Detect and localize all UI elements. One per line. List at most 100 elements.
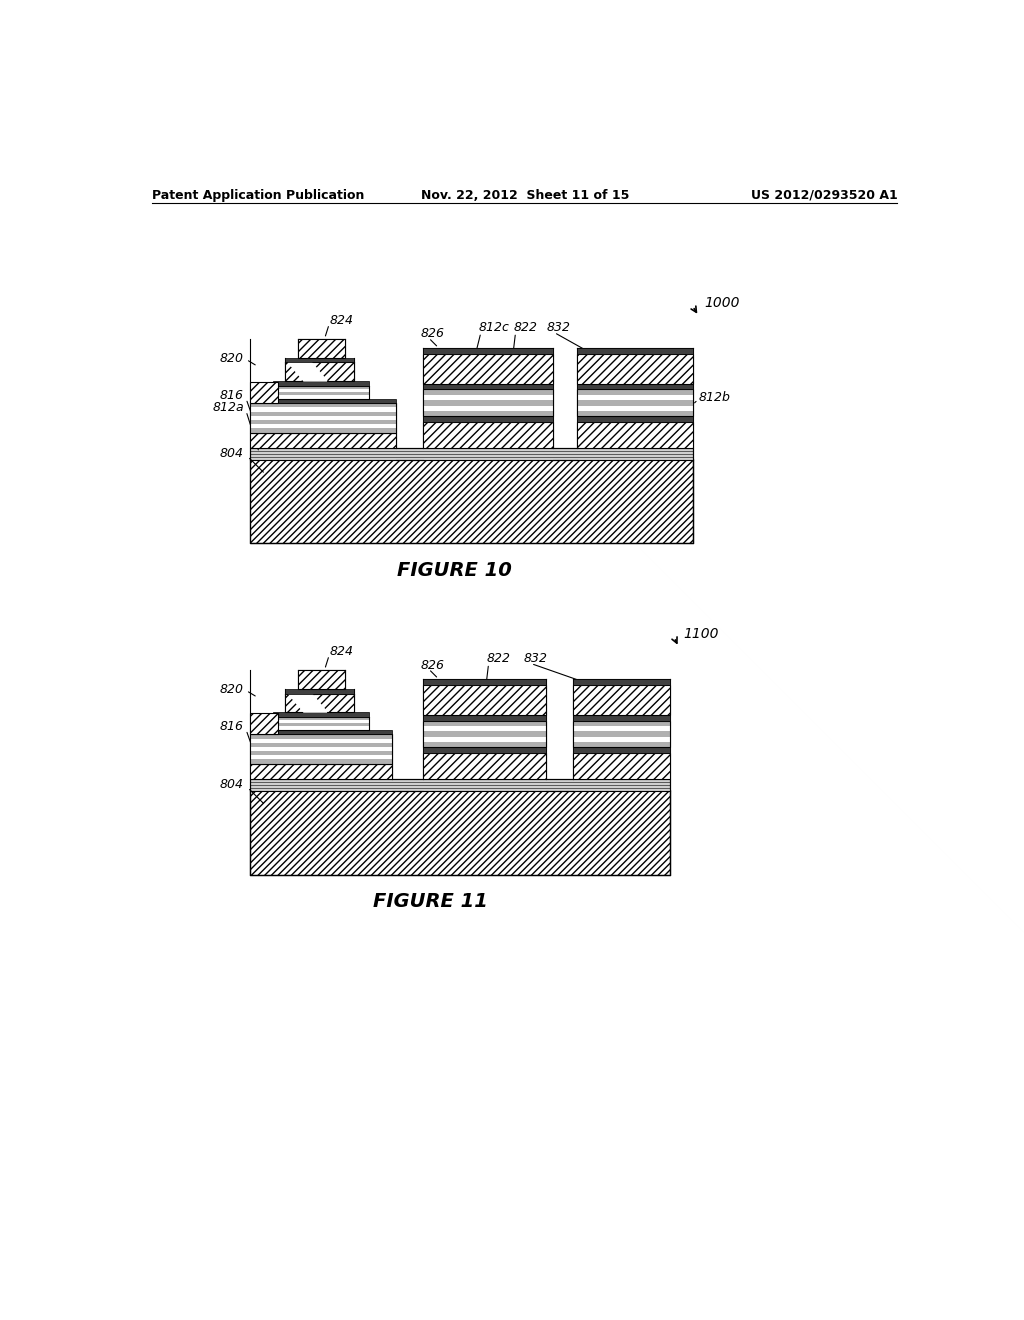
- Bar: [250, 412, 396, 416]
- Bar: [578, 411, 692, 416]
- Text: 816: 816: [220, 389, 244, 403]
- Bar: [250, 459, 692, 544]
- Bar: [573, 742, 670, 747]
- Bar: [250, 713, 279, 734]
- Bar: [273, 723, 370, 726]
- Bar: [578, 354, 692, 384]
- Polygon shape: [289, 363, 327, 381]
- Text: 826: 826: [421, 327, 444, 341]
- Bar: [285, 689, 354, 693]
- Bar: [250, 743, 392, 747]
- Bar: [423, 354, 553, 384]
- Bar: [423, 721, 547, 747]
- Bar: [250, 779, 670, 792]
- Bar: [573, 721, 670, 726]
- Bar: [250, 734, 392, 739]
- Bar: [250, 420, 396, 424]
- Bar: [578, 389, 692, 416]
- Text: 1100: 1100: [683, 627, 719, 642]
- Bar: [573, 678, 670, 685]
- Text: 804: 804: [220, 446, 244, 459]
- Bar: [250, 789, 670, 875]
- Bar: [578, 416, 692, 422]
- Bar: [573, 726, 670, 731]
- Bar: [423, 726, 547, 731]
- Bar: [273, 717, 370, 730]
- Bar: [423, 400, 553, 405]
- Bar: [423, 747, 547, 752]
- Bar: [573, 685, 670, 715]
- Bar: [285, 363, 354, 381]
- Bar: [298, 669, 345, 689]
- Bar: [573, 752, 670, 779]
- Text: US 2012/0293520 A1: US 2012/0293520 A1: [751, 189, 897, 202]
- Bar: [273, 396, 370, 399]
- Bar: [285, 693, 354, 711]
- Text: 820: 820: [220, 684, 244, 696]
- Bar: [250, 399, 396, 404]
- Bar: [423, 389, 553, 416]
- Bar: [578, 405, 692, 411]
- Bar: [250, 755, 392, 759]
- Bar: [250, 751, 392, 755]
- Bar: [273, 717, 370, 719]
- Bar: [250, 429, 396, 433]
- Text: 832: 832: [523, 652, 547, 665]
- Polygon shape: [289, 693, 327, 711]
- Bar: [298, 339, 345, 358]
- Bar: [423, 395, 553, 400]
- Text: 1000: 1000: [705, 296, 739, 310]
- Bar: [573, 747, 670, 752]
- Bar: [250, 404, 396, 433]
- Bar: [423, 405, 553, 411]
- Bar: [250, 433, 396, 447]
- Text: Patent Application Publication: Patent Application Publication: [153, 189, 365, 202]
- Bar: [423, 384, 553, 389]
- Bar: [423, 742, 547, 747]
- Bar: [573, 731, 670, 737]
- Text: 812a: 812a: [212, 401, 244, 414]
- Bar: [578, 384, 692, 389]
- Bar: [578, 422, 692, 447]
- Text: 824: 824: [330, 644, 353, 657]
- Bar: [250, 739, 392, 743]
- Text: 820: 820: [220, 352, 244, 366]
- Bar: [250, 404, 396, 408]
- Bar: [423, 731, 547, 737]
- Bar: [273, 726, 370, 730]
- Bar: [285, 358, 354, 363]
- Text: Nov. 22, 2012  Sheet 11 of 15: Nov. 22, 2012 Sheet 11 of 15: [421, 189, 629, 202]
- Bar: [423, 737, 547, 742]
- Bar: [573, 715, 670, 721]
- Bar: [250, 763, 392, 779]
- Bar: [423, 721, 547, 726]
- Bar: [273, 711, 370, 717]
- Bar: [250, 408, 396, 412]
- Bar: [250, 759, 392, 763]
- Text: 822: 822: [514, 321, 538, 334]
- Bar: [423, 411, 553, 416]
- Text: 824: 824: [330, 314, 353, 326]
- Bar: [423, 348, 553, 354]
- Bar: [423, 685, 547, 715]
- Bar: [273, 385, 370, 399]
- Bar: [423, 416, 553, 422]
- Bar: [273, 381, 370, 385]
- Bar: [423, 678, 547, 685]
- Bar: [250, 416, 396, 420]
- Bar: [273, 389, 370, 392]
- Bar: [423, 389, 553, 395]
- Text: 812b: 812b: [698, 391, 731, 404]
- Bar: [423, 422, 553, 447]
- Bar: [250, 447, 692, 461]
- Text: 804: 804: [220, 777, 244, 791]
- Bar: [578, 395, 692, 400]
- Bar: [273, 385, 370, 389]
- Bar: [573, 737, 670, 742]
- Bar: [423, 752, 547, 779]
- Bar: [578, 400, 692, 405]
- Text: FIGURE 10: FIGURE 10: [396, 561, 511, 579]
- Text: 826: 826: [421, 659, 444, 672]
- Bar: [250, 730, 392, 734]
- Text: 812c: 812c: [478, 321, 510, 334]
